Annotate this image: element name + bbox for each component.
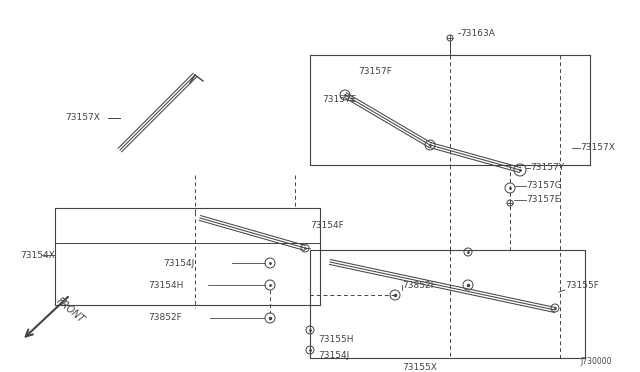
- Text: 73157G: 73157G: [526, 182, 562, 190]
- Text: 73157X: 73157X: [580, 144, 615, 153]
- Text: 73155F: 73155F: [565, 280, 599, 289]
- Text: 73157Y: 73157Y: [530, 164, 564, 173]
- Text: 73154J: 73154J: [318, 350, 349, 359]
- Text: 73154J: 73154J: [163, 259, 195, 267]
- Text: 73157E: 73157E: [526, 196, 561, 205]
- Text: 73157F: 73157F: [358, 67, 392, 77]
- Text: 73154H: 73154H: [148, 280, 184, 289]
- Text: 73852F: 73852F: [402, 280, 436, 289]
- Text: 73155H: 73155H: [318, 336, 353, 344]
- Text: FRONT: FRONT: [54, 295, 86, 324]
- Text: 73155X: 73155X: [403, 363, 437, 372]
- Text: 73157E: 73157E: [322, 96, 356, 105]
- Text: 73157X: 73157X: [65, 113, 100, 122]
- Text: 73154F: 73154F: [310, 221, 344, 230]
- Text: 73852F: 73852F: [148, 314, 182, 323]
- Text: 73154X: 73154X: [20, 250, 55, 260]
- Text: J730000: J730000: [580, 357, 611, 366]
- Text: 73163A: 73163A: [460, 29, 495, 38]
